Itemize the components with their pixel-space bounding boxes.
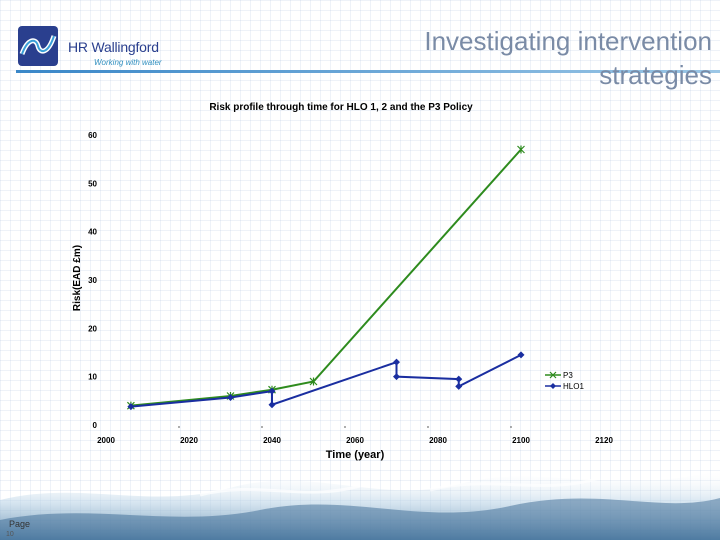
data-point <box>455 382 463 390</box>
legend-marker <box>549 371 557 379</box>
x-axis-label: Time (year) <box>326 449 385 461</box>
y-tick-label: 30 <box>88 276 97 285</box>
data-point <box>268 387 276 395</box>
slide-title: Investigating intervention strategies <box>424 26 712 90</box>
data-point <box>517 351 525 359</box>
y-tick-label: 50 <box>88 179 97 188</box>
chart-title: Risk profile through time for HLO 1, 2 a… <box>209 102 473 113</box>
logo-tagline: Working with water <box>94 58 162 67</box>
data-point <box>393 373 400 381</box>
legend-label: HLO1 <box>563 382 584 391</box>
y-tick-label: 40 <box>88 228 97 237</box>
data-point <box>393 358 400 366</box>
header-rule <box>16 70 720 73</box>
x-tick-label: 2060 <box>346 436 364 445</box>
x-tick-label: 2000 <box>97 436 115 445</box>
data-point <box>309 377 318 386</box>
data-point <box>455 375 463 383</box>
series-line-hlo1 <box>130 354 522 408</box>
page-number: 10 <box>6 531 14 538</box>
data-point <box>517 145 525 154</box>
logo-name: HR Wallingford <box>68 39 159 55</box>
logo-wave-icon <box>18 26 58 66</box>
y-tick-label: 10 <box>88 373 97 382</box>
x-tick-label: 2020 <box>180 436 198 445</box>
page-label: Page <box>9 519 31 529</box>
x-tick-label: 2040 <box>263 436 281 445</box>
legend-label: P3 <box>563 371 573 380</box>
y-tick-label: 60 <box>88 131 97 140</box>
data-point <box>227 393 234 401</box>
data-point <box>268 401 276 409</box>
y-axis-label: Risk(EAD £m) <box>72 245 83 311</box>
x-tick-label: 2080 <box>429 436 447 445</box>
x-tick-label: 2120 <box>595 436 613 445</box>
water-splash-decoration <box>0 470 720 540</box>
y-tick-label: 20 <box>88 324 97 333</box>
data-point <box>127 403 135 411</box>
x-tick-label: 2100 <box>512 436 530 445</box>
y-tick-label: 0 <box>93 421 98 430</box>
series-line-p3 <box>130 148 522 407</box>
legend-marker <box>550 383 556 389</box>
hr-wallingford-logo: HR Wallingford Working with water <box>16 24 162 70</box>
